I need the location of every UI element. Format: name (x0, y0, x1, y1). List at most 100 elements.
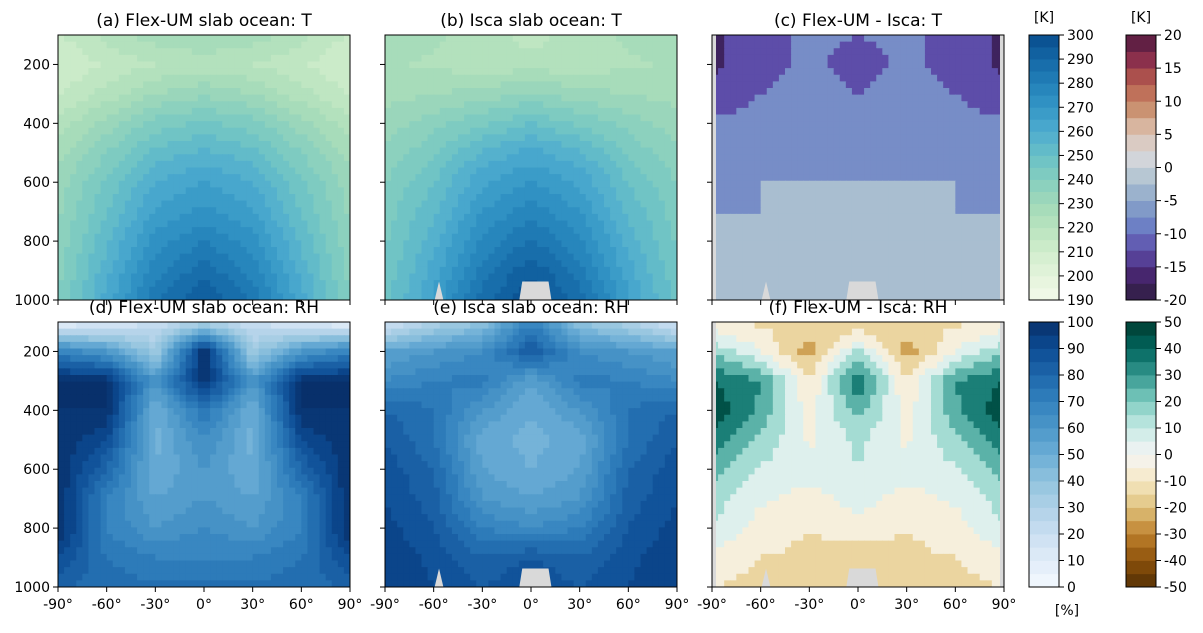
heatmap-cell (772, 127, 780, 135)
heatmap-cell (955, 48, 963, 56)
heatmap-cell (670, 160, 677, 169)
heatmap-cell (918, 141, 926, 149)
heatmap-cell (64, 286, 71, 294)
heatmap-cell (955, 35, 963, 43)
heatmap-cell (870, 41, 877, 49)
heatmap-cell (143, 68, 150, 76)
heatmap-cell (331, 61, 339, 69)
heatmap-cell (100, 260, 108, 268)
heatmap-cell (439, 54, 447, 63)
heatmap-cell (409, 61, 417, 69)
heatmap-cell (549, 200, 556, 208)
heatmap-cell (124, 180, 132, 188)
heatmap-cell (876, 35, 883, 43)
heatmap-cell (597, 48, 605, 56)
heatmap-cell (391, 220, 398, 228)
heatmap-cell (191, 127, 199, 135)
heatmap-cell (222, 187, 229, 195)
heatmap-cell (506, 134, 514, 142)
heatmap-cell (185, 94, 193, 102)
heatmap-cell (585, 233, 593, 241)
heatmap-cell (76, 35, 83, 43)
heatmap-cell (397, 74, 404, 82)
heatmap-cell (797, 160, 804, 169)
heatmap-cell (313, 154, 321, 162)
heatmap-cell (391, 160, 398, 169)
heatmap-cell (409, 253, 417, 261)
heatmap-cell (289, 280, 296, 288)
heatmap-cell (476, 187, 483, 195)
heatmap-cell (791, 61, 798, 69)
heatmap-cell (664, 154, 672, 162)
heatmap-cell (264, 233, 272, 241)
heatmap-cell (937, 160, 944, 169)
heatmap-cell (730, 61, 737, 69)
heatmap-cell (179, 220, 187, 228)
heatmap-cell (64, 207, 71, 215)
heatmap-cell (900, 174, 908, 182)
heatmap-cell (179, 107, 187, 116)
heatmap-cell (955, 81, 963, 89)
heatmap-cell (597, 81, 605, 89)
heatmap-cell (439, 61, 447, 69)
heatmap-cell (622, 141, 629, 149)
heatmap-cell (931, 107, 938, 116)
heatmap-cell (313, 141, 321, 149)
heatmap-cell (185, 194, 193, 202)
heatmap-cell (252, 273, 260, 281)
heatmap-cell (500, 88, 508, 96)
heatmap-cell (961, 48, 969, 56)
heatmap-cell (421, 280, 429, 288)
heatmap-cell (385, 286, 392, 294)
heatmap-cell (222, 213, 229, 222)
heatmap-cell (664, 187, 672, 195)
heatmap-cell (646, 147, 654, 155)
heatmap-cell (634, 200, 642, 208)
heatmap-cell (500, 35, 508, 43)
heatmap-cell (137, 233, 144, 241)
heatmap-cell (652, 154, 660, 162)
heatmap-cell (100, 101, 108, 109)
heatmap-cell (427, 147, 435, 155)
heatmap-cell (88, 94, 96, 102)
heatmap-cell (385, 227, 392, 235)
heatmap-cell (524, 247, 532, 255)
heatmap-cell (470, 81, 477, 89)
heatmap-cell (451, 154, 459, 162)
heatmap-cell (597, 134, 605, 142)
heatmap-cell (240, 74, 248, 82)
heatmap-cell (112, 54, 120, 63)
heatmap-cell (137, 41, 144, 49)
heatmap-cell (307, 101, 315, 109)
heatmap-cell (815, 48, 823, 56)
heatmap-cell (561, 213, 569, 222)
heatmap-cell (585, 180, 593, 188)
y-tick-label: 600 (23, 175, 50, 191)
heatmap-cell (106, 48, 114, 56)
heatmap-cell (858, 61, 865, 69)
heatmap-cell (858, 101, 865, 109)
heatmap-cell (918, 121, 926, 129)
heatmap-cell (143, 227, 150, 235)
heatmap-cell (785, 41, 792, 49)
heatmap-cell (149, 194, 156, 202)
heatmap-cell (573, 167, 581, 175)
heatmap-cell (634, 167, 642, 175)
heatmap-cell (94, 187, 102, 195)
heatmap-cell (246, 200, 254, 208)
heatmap-cell (88, 240, 96, 248)
heatmap-cell (106, 107, 114, 116)
heatmap-cell (161, 266, 169, 275)
heatmap-cell (155, 240, 163, 248)
heatmap-cell (724, 134, 731, 142)
heatmap-cell (506, 121, 514, 129)
heatmap-cell (973, 101, 981, 109)
heatmap-cell (112, 167, 120, 175)
heatmap-cell (319, 35, 327, 43)
heatmap-cell (561, 127, 569, 135)
heatmap-cell (664, 227, 672, 235)
heatmap-cell (524, 200, 532, 208)
heatmap-cell (433, 48, 441, 56)
heatmap-cell (931, 174, 938, 182)
heatmap-cell (106, 114, 114, 122)
